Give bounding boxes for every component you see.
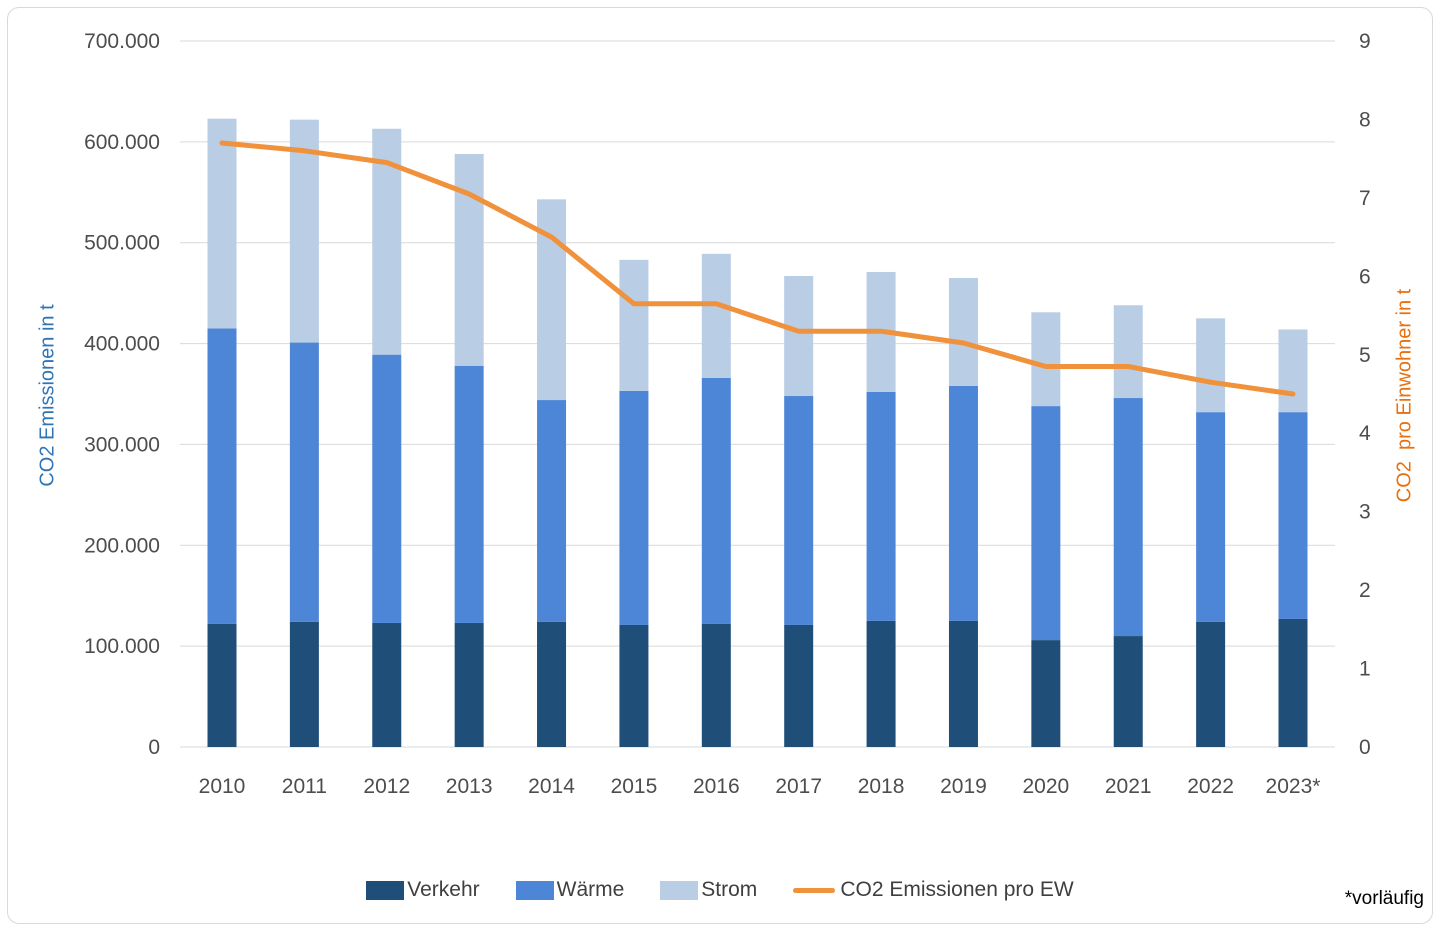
legend-swatch-strom <box>660 880 699 900</box>
x-axis-label: 2017 <box>775 775 822 798</box>
left-axis-tick-label: 0 <box>148 736 160 759</box>
legend-item-w-rme: Wärme <box>515 878 625 902</box>
legend-item-verkehr: Verkehr <box>366 878 480 902</box>
right-axis-title: CO2 pro Einwohner in t <box>1393 288 1416 503</box>
bar-segment-verkehr-2019 <box>948 620 978 747</box>
bar-segment-wärme-2017 <box>784 396 814 625</box>
x-axis-label: 2015 <box>611 775 658 798</box>
bar-segment-wärme-2015 <box>619 390 649 625</box>
left-axis-tick-label: 300.000 <box>84 433 160 456</box>
x-axis-label: 2014 <box>528 775 575 798</box>
x-axis-label: 2019 <box>940 775 987 798</box>
x-axis-label: 2020 <box>1022 775 1069 798</box>
x-axis-label: 2021 <box>1105 775 1152 798</box>
x-axis-label: 2013 <box>446 775 493 798</box>
legend-item-co2-emissionen-pro-ew: CO2 Emissionen pro EW <box>793 878 1074 902</box>
left-axis-title: CO2 Emissionen in t <box>36 304 59 487</box>
bar-segment-strom-2022 <box>1196 318 1226 413</box>
left-axis-tick-label: 400.000 <box>84 333 160 356</box>
legend-label: CO2 Emissionen pro EW <box>840 878 1074 901</box>
legend-item-strom: Strom <box>660 878 757 902</box>
bar-segment-wärme-2023* <box>1278 412 1308 619</box>
bar-segment-verkehr-2010 <box>207 623 237 747</box>
x-axis-label: 2012 <box>363 775 410 798</box>
legend-swatch-verkehr <box>366 880 405 900</box>
bar-segment-verkehr-2021 <box>1113 636 1143 747</box>
bar-segment-wärme-2011 <box>289 342 319 622</box>
left-axis-tick-label: 600.000 <box>84 131 160 154</box>
legend-label: Strom <box>701 878 758 901</box>
bar-segment-verkehr-2022 <box>1196 621 1226 747</box>
bar-segment-strom-2011 <box>289 119 319 343</box>
right-axis-tick-label: 5 <box>1359 344 1371 367</box>
bar-segment-verkehr-2015 <box>619 624 649 747</box>
right-axis-tick-label: 0 <box>1359 736 1371 759</box>
x-axis-label: 2010 <box>199 775 246 798</box>
right-axis-tick-label: 8 <box>1359 108 1371 131</box>
bar-segment-wärme-2016 <box>701 377 731 624</box>
legend: Verkehr Wärme Strom CO2 Emissionen pro EW <box>0 878 1440 902</box>
right-axis-tick-label: 2 <box>1359 579 1371 602</box>
bar-segment-verkehr-2016 <box>701 623 731 747</box>
right-axis-tick-label: 1 <box>1359 658 1371 681</box>
bar-segment-strom-2010 <box>207 118 237 329</box>
bar-segment-strom-2023* <box>1278 329 1308 413</box>
legend-label: Wärme <box>556 878 625 901</box>
x-axis-label: 2023* <box>1266 775 1321 798</box>
bar-segment-wärme-2019 <box>948 385 978 621</box>
bar-segment-verkehr-2018 <box>866 620 896 747</box>
bar-segment-strom-2017 <box>784 275 814 397</box>
right-axis-tick-label: 7 <box>1359 187 1371 210</box>
bar-segment-strom-2020 <box>1031 312 1061 407</box>
bar-segment-strom-2013 <box>454 153 484 366</box>
bar-segment-verkehr-2017 <box>784 624 814 747</box>
bar-segment-strom-2016 <box>701 253 731 378</box>
right-axis-tick-label: 6 <box>1359 265 1371 288</box>
right-axis-tick-label: 9 <box>1359 30 1371 53</box>
left-axis-tick-label: 700.000 <box>84 30 160 53</box>
bar-segment-wärme-2022 <box>1196 412 1226 622</box>
left-axis-tick-label: 100.000 <box>84 635 160 658</box>
legend-swatch-w-rme <box>515 880 554 900</box>
left-axis-tick-label: 500.000 <box>84 232 160 255</box>
bar-segment-strom-2021 <box>1113 305 1143 399</box>
bar-segment-verkehr-2014 <box>537 621 567 747</box>
x-axis-label: 2011 <box>282 775 327 798</box>
legend-line-swatch-co2-emissionen-pro-ew <box>793 887 836 893</box>
bar-segment-verkehr-2013 <box>454 622 484 747</box>
bar-segment-wärme-2021 <box>1113 398 1143 637</box>
bar-segment-wärme-2020 <box>1031 406 1061 641</box>
bar-segment-verkehr-2023* <box>1278 618 1308 747</box>
left-axis-tick-label: 200.000 <box>84 534 160 557</box>
legend-label: Verkehr <box>407 878 480 901</box>
bar-segment-wärme-2018 <box>866 391 896 621</box>
bar-segment-strom-2015 <box>619 259 649 391</box>
bar-segment-verkehr-2012 <box>372 622 402 747</box>
bar-segment-verkehr-2011 <box>289 621 319 747</box>
right-axis-tick-label: 3 <box>1359 501 1371 524</box>
bar-segment-wärme-2013 <box>454 365 484 623</box>
x-axis-label: 2018 <box>858 775 905 798</box>
bar-segment-verkehr-2020 <box>1031 640 1061 747</box>
bar-segment-wärme-2014 <box>537 400 567 622</box>
right-axis-tick-label: 4 <box>1359 422 1371 445</box>
footnote: *vorläufig <box>1344 888 1424 909</box>
bar-segment-wärme-2012 <box>372 354 402 623</box>
x-axis-label: 2016 <box>693 775 740 798</box>
bar-segment-wärme-2010 <box>207 328 237 624</box>
x-axis-label: 2022 <box>1187 775 1234 798</box>
emissions-per-capita-line <box>219 140 1296 397</box>
bar-segment-strom-2019 <box>948 278 978 386</box>
